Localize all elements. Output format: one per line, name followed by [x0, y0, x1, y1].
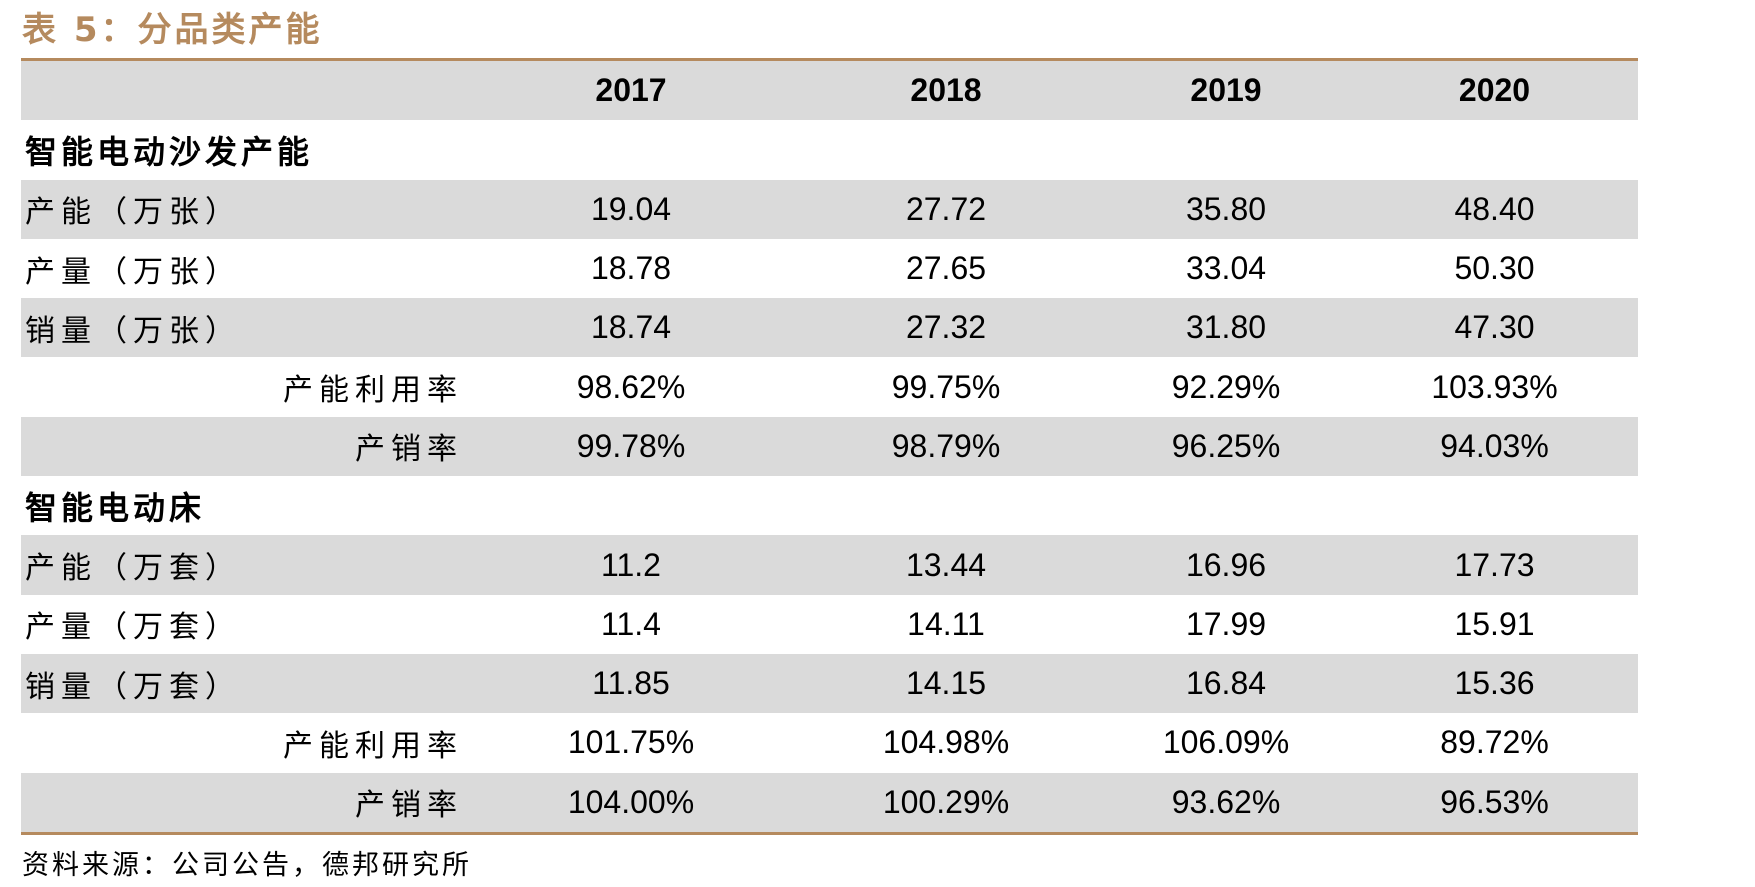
table-row: 产量（万张） 18.78 27.65 33.04 50.30	[21, 239, 1638, 298]
table-row: 产能（万套） 11.2 13.44 16.96 17.73	[21, 535, 1638, 595]
row-label: 产能（万套）	[25, 551, 241, 587]
row-label: 产量（万张）	[25, 254, 241, 290]
table-cell: 89.72%	[1440, 724, 1549, 761]
row-label: 产能利用率	[283, 728, 463, 764]
table-cell: 14.15	[905, 665, 987, 702]
table-cell: 100.29%	[882, 783, 1010, 820]
table-cell: 18.78	[590, 250, 672, 287]
table-row: 销量（万套） 11.85 14.15 16.84 15.36	[21, 653, 1638, 714]
row-label: 销量（万套）	[25, 669, 241, 705]
table-row: 产量（万套） 11.4 14.11 17.99 15.91	[21, 595, 1638, 654]
row-label: 销量（万张）	[25, 313, 241, 349]
table-row: 销量（万张） 18.74 27.32 31.80 47.30	[21, 298, 1638, 358]
row-label: 产量（万套）	[25, 610, 241, 646]
table-cell: 99.78%	[576, 427, 686, 464]
table-row: 产销率 99.78% 98.79% 96.25% 94.03%	[21, 416, 1638, 477]
table-cell: 48.40	[1454, 190, 1535, 227]
table-cell: 17.99	[1185, 605, 1267, 642]
row-label: 产销率	[355, 788, 463, 824]
table-cell: 96.53%	[1440, 783, 1549, 820]
row-label: 产能利用率	[283, 373, 463, 409]
table-row: 产销率 104.00% 100.29% 93.62% 96.53%	[21, 772, 1638, 832]
table-cell: 98.62%	[576, 368, 686, 405]
table-cell: 27.32	[905, 309, 987, 346]
table-cell: 31.80	[1185, 309, 1267, 346]
table-cell: 13.44	[905, 546, 987, 583]
header-row: 2017 2018 2019 2020	[21, 61, 1638, 121]
table-cell: 50.30	[1454, 250, 1535, 287]
table-row: 产能利用率 98.62% 99.75% 92.29% 103.93%	[21, 357, 1638, 416]
section-heading: 智能电动床	[25, 488, 206, 527]
table-cell: 16.96	[1185, 546, 1267, 583]
table-cell: 101.75%	[567, 724, 695, 761]
section-heading-row: 智能电动沙发产能	[21, 120, 1638, 179]
table-cell: 99.75%	[891, 368, 1001, 405]
table-cell: 106.09%	[1162, 724, 1290, 761]
table-cell: 27.72	[905, 190, 987, 227]
table-cell: 104.00%	[567, 783, 695, 820]
table-cell: 18.74	[590, 309, 672, 346]
table-cell: 15.36	[1454, 665, 1535, 702]
table-cell: 92.29%	[1171, 368, 1281, 405]
table-cell: 17.73	[1454, 546, 1535, 583]
table-cell: 33.04	[1185, 250, 1267, 287]
year-header: 2017	[595, 72, 667, 109]
table-title: 表 5：分品类产能	[22, 10, 323, 50]
table-cell: 14.11	[907, 605, 985, 642]
table-cell: 11.85	[592, 665, 670, 702]
table-cell: 27.65	[905, 250, 987, 287]
table-cell: 11.2	[601, 546, 661, 583]
table-cell: 16.84	[1185, 665, 1267, 702]
source-note: 资料来源：公司公告，德邦研究所	[22, 850, 472, 881]
row-label: 产能（万张）	[25, 195, 241, 231]
year-header: 2019	[1190, 72, 1262, 109]
table-cell: 96.25%	[1171, 427, 1281, 464]
section-heading-row: 智能电动床	[21, 476, 1638, 535]
table-cell: 104.98%	[882, 724, 1010, 761]
table-cell: 47.30	[1454, 309, 1535, 346]
table-cell: 35.80	[1185, 190, 1267, 227]
table-cell: 11.4	[601, 605, 661, 642]
table-row: 产能利用率 101.75% 104.98% 106.09% 89.72%	[21, 713, 1638, 772]
year-header: 2018	[910, 72, 982, 109]
table-cell: 94.03%	[1440, 427, 1549, 464]
table-cell: 103.93%	[1431, 368, 1558, 405]
table-row: 产能（万张） 19.04 27.72 35.80 48.40	[21, 179, 1638, 239]
table-cell: 98.79%	[891, 427, 1001, 464]
table-cell: 93.62%	[1171, 783, 1281, 820]
year-header: 2020	[1458, 72, 1531, 109]
table-cell: 19.04	[590, 190, 672, 227]
capacity-table: 2017 2018 2019 2020 智能电动沙发产能 产能（万张） 19.0…	[21, 58, 1638, 835]
table-cell: 15.91	[1454, 605, 1535, 642]
row-label: 产销率	[355, 432, 463, 468]
section-heading: 智能电动沙发产能	[25, 132, 314, 171]
